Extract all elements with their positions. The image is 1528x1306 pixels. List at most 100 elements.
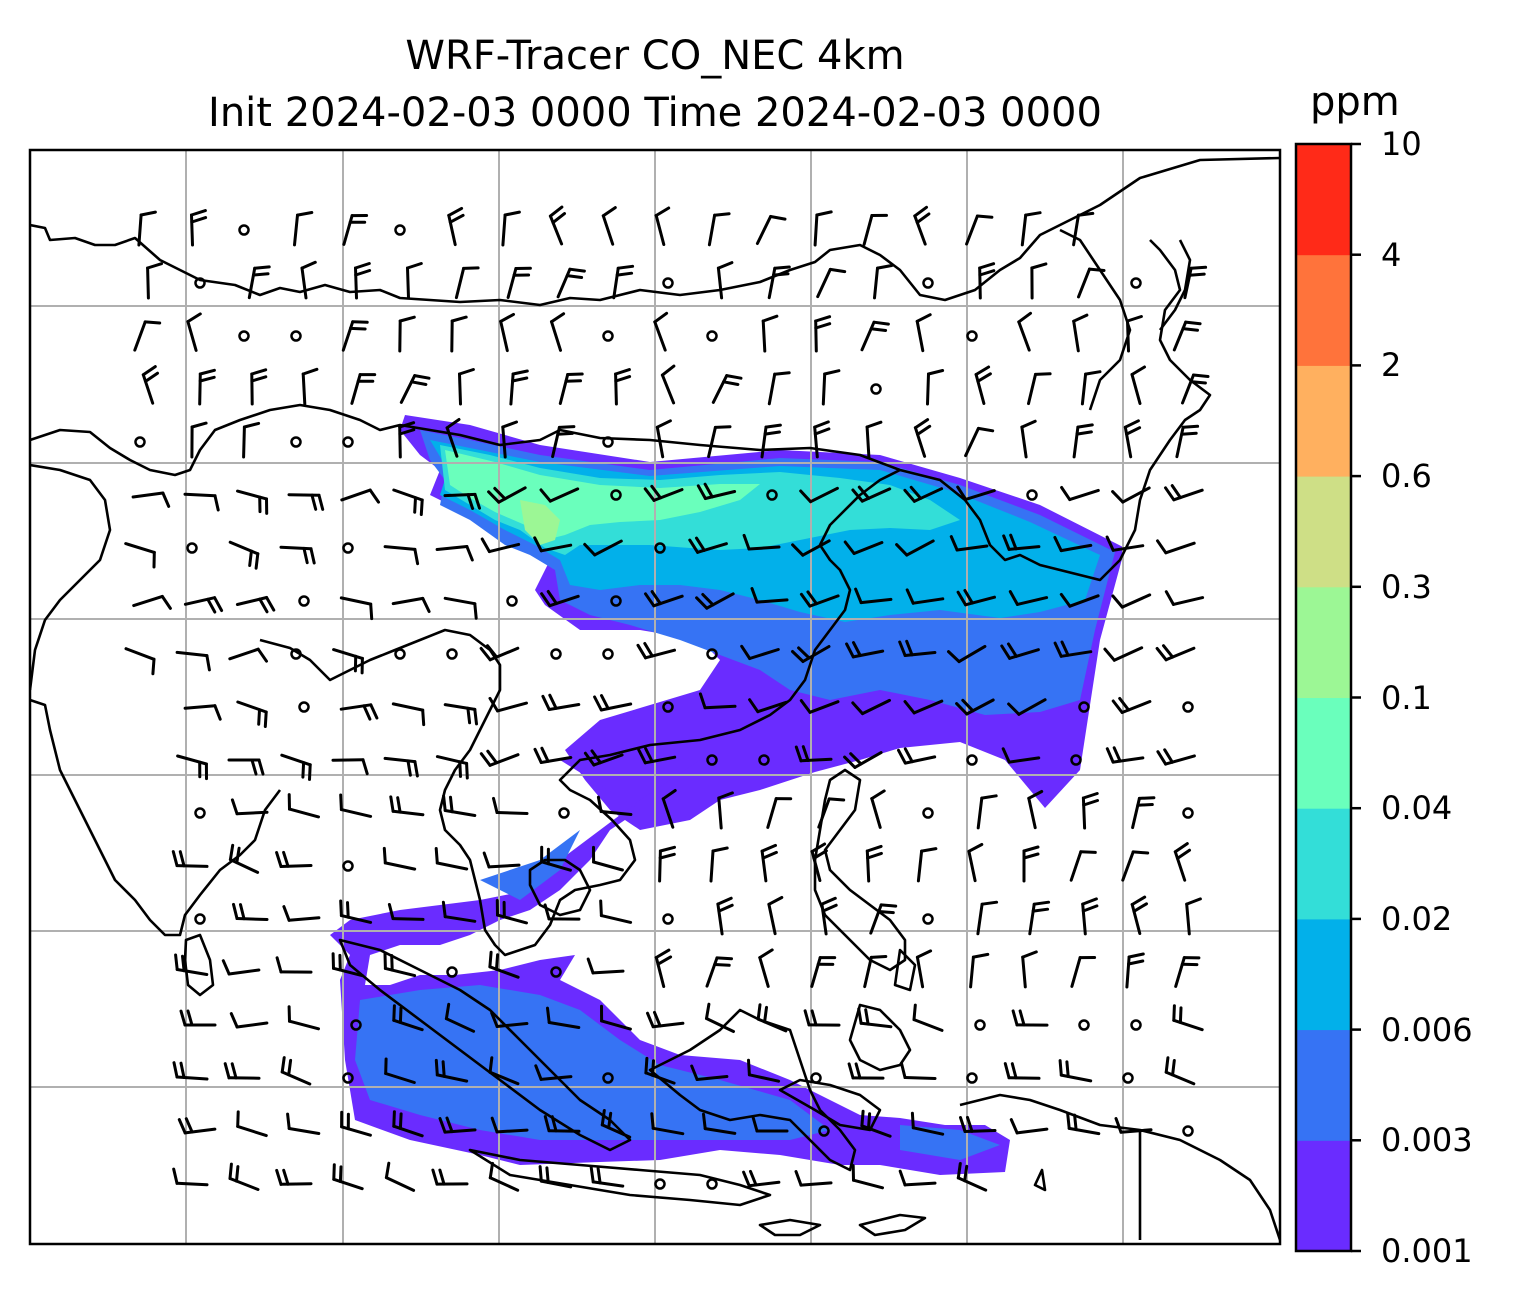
wind-barb-stroke: [213, 596, 224, 612]
wind-barb-stroke: [1007, 756, 1041, 764]
wind-barb-stroke: [702, 1112, 707, 1131]
wind-barb-stroke: [398, 315, 416, 323]
wind-barb-stroke: [301, 372, 307, 406]
wind-barb-stroke: [969, 955, 975, 989]
wind-barb-stroke: [293, 213, 299, 247]
wind-barb-stroke: [256, 647, 268, 663]
wind-calm-marker: [922, 277, 934, 289]
wind-barb-stroke: [317, 493, 325, 511]
wind-barb-stroke: [905, 588, 915, 605]
wind-barb-stroke: [747, 1180, 781, 1188]
wind-calm-marker: [758, 754, 770, 766]
wind-barb-stroke: [1130, 895, 1147, 906]
wind-barb-stroke: [701, 593, 715, 607]
wind-barb-stroke: [964, 489, 996, 501]
wind-barb-stroke: [1080, 372, 1088, 406]
wind-barb-stroke: [444, 1002, 451, 1021]
wind-barb-stroke: [658, 845, 676, 853]
wind-barb-stroke: [1018, 1009, 1026, 1027]
wind-barb-stroke: [867, 1112, 872, 1130]
wind-calm-marker: [810, 1072, 822, 1084]
wind-barb-stroke: [235, 1165, 240, 1183]
wind-barb-stroke: [756, 700, 788, 714]
wind-barb-stroke: [853, 751, 883, 769]
wind-barb-stroke: [178, 850, 186, 868]
wind-barb-stroke: [1022, 845, 1040, 853]
wind-barb-stroke: [656, 955, 673, 966]
wind-barb-stroke: [338, 1165, 343, 1183]
wind-calm-marker: [238, 224, 250, 236]
wind-barb-stroke: [242, 425, 246, 459]
wind-barb-stroke: [713, 212, 731, 217]
wind-barb-stroke: [543, 903, 551, 921]
wind-calm-marker: [350, 1019, 362, 1031]
wind-barb-stroke: [263, 710, 268, 728]
wind-barb-stroke: [916, 424, 932, 436]
wind-barb-stroke: [913, 214, 927, 246]
wind-barb-stroke: [773, 265, 791, 270]
wind-calm-marker: [186, 542, 198, 554]
wind-barb-stroke: [646, 1011, 655, 1029]
wind-barb-stroke: [1111, 490, 1125, 504]
wind-barb-stroke: [654, 214, 666, 246]
wind-barb-stroke: [1112, 746, 1122, 763]
wind-barb-stroke: [976, 902, 984, 936]
wind-barb-stroke: [650, 484, 662, 500]
wind-barb-stroke: [1118, 696, 1131, 712]
wind-barb-stroke: [443, 1128, 477, 1134]
wind-barb-stroke: [479, 752, 492, 767]
wind-barb-stroke: [496, 913, 528, 925]
wind-barb-stroke: [548, 487, 580, 503]
wind-barb-stroke: [1125, 955, 1131, 989]
wind-barb-stroke: [956, 1176, 988, 1192]
wind-barb-stroke: [487, 490, 501, 504]
colorbar-tick-label: 10: [1381, 125, 1422, 163]
wind-barb-stroke: [546, 590, 558, 605]
wind-calm-marker: [870, 383, 882, 395]
wind-barb-stroke: [877, 910, 895, 915]
wind-barb-stroke: [413, 547, 420, 566]
wind-barb-stroke: [539, 488, 552, 503]
wind-barb-stroke: [141, 373, 155, 405]
wind-barb-stroke: [538, 1165, 543, 1183]
wind-barb-stroke: [651, 1059, 655, 1077]
wind-barb-stroke: [1172, 320, 1188, 352]
wind-barb-stroke: [499, 312, 515, 323]
wind-barb-stroke: [1192, 373, 1210, 378]
map-title-line-1: WRF-Tracer CO_NEC 4km: [405, 33, 905, 79]
wind-barb-stroke: [716, 896, 733, 906]
wind-barb-stroke: [695, 1075, 729, 1081]
wind-barb-stroke: [898, 640, 907, 657]
wind-barb-stroke: [980, 900, 999, 906]
wind-barb-stroke: [132, 594, 164, 608]
wind-barb-stroke: [949, 535, 959, 552]
wind-barb-stroke: [1027, 790, 1044, 800]
wind-barb-stroke: [616, 264, 635, 270]
wind-barb-stroke: [252, 272, 270, 277]
wind-barb-stroke: [479, 646, 492, 662]
wind-barb-stroke: [810, 956, 822, 988]
wind-calm-marker: [662, 913, 674, 925]
wind-barb-stroke: [282, 1168, 290, 1186]
wind-barb-stroke: [760, 425, 768, 459]
wind-barb-stroke: [716, 261, 734, 270]
wind-barb-stroke: [399, 374, 417, 404]
wind-barb-stroke: [175, 1075, 209, 1081]
wind-barb-stroke: [539, 1179, 573, 1189]
wind-barb-stroke: [912, 699, 944, 715]
wind-barb-stroke: [1021, 950, 1038, 959]
wind-barb-stroke: [551, 425, 561, 459]
wind-barb-stroke: [1077, 267, 1091, 299]
wind-barb-stroke: [772, 272, 790, 277]
wind-barb-stroke: [396, 796, 402, 814]
wind-barb-stroke: [235, 846, 241, 865]
wind-barb-stroke: [413, 760, 419, 778]
wind-calm-marker: [602, 1072, 614, 1084]
wind-barb-stroke: [814, 319, 818, 353]
wind-barb-stroke: [392, 1110, 396, 1128]
wind-barb-stroke: [495, 953, 500, 971]
colorbar-segment: [1296, 697, 1351, 809]
wind-barb-stroke: [1030, 262, 1048, 270]
wind-barb-stroke: [865, 844, 883, 853]
wind-barb-stroke: [1173, 842, 1189, 854]
